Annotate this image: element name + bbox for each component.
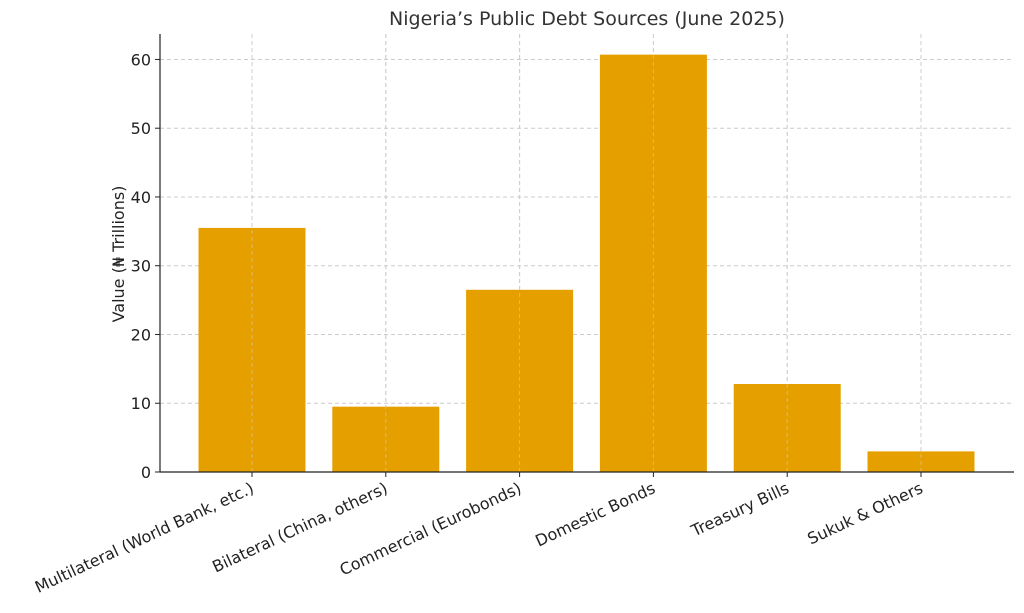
bars (198, 34, 975, 473)
y-tick-label: 10 (131, 394, 151, 413)
bar (599, 54, 707, 473)
x-tick-label: Sukuk & Others (804, 478, 925, 548)
y-axis-label: Value (₦ Trillions) (109, 186, 128, 323)
y-tick-label: 0 (141, 463, 151, 482)
chart-title: Nigeria’s Public Debt Sources (June 2025… (389, 8, 785, 30)
x-tick-label: Multilateral (World Bank, etc.) (32, 478, 257, 596)
axes (159, 34, 1014, 473)
x-tick-label: Treasury Bills (687, 478, 792, 540)
y-ticks: 0 10 20 30 40 50 60 (131, 50, 160, 482)
y-tick-label: 20 (131, 325, 151, 344)
x-tick-label: Domestic Bonds (532, 478, 658, 550)
y-tick-label: 60 (131, 50, 151, 69)
y-tick-label: 40 (131, 188, 151, 207)
y-tick-label: 50 (131, 119, 151, 138)
x-ticks: Multilateral (World Bank, etc.)Bilateral… (32, 472, 926, 597)
y-tick-label: 30 (131, 257, 151, 276)
